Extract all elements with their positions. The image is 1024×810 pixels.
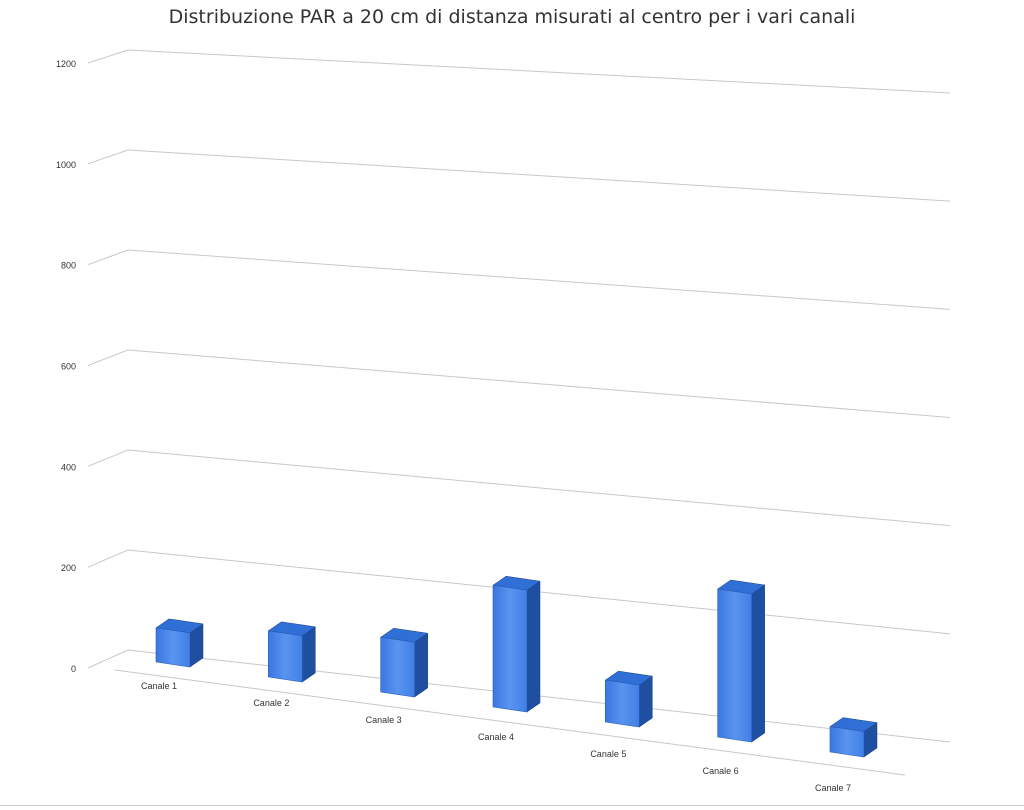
y-tick-label: 600 bbox=[61, 362, 76, 372]
x-category-label: Canale 3 bbox=[366, 715, 402, 725]
bar-5 bbox=[605, 679, 640, 728]
gridline bbox=[127, 349, 951, 418]
bar-2 bbox=[268, 630, 303, 683]
gridline bbox=[127, 449, 951, 527]
bar-side-4 bbox=[526, 580, 541, 713]
chart-title: Distribuzione PAR a 20 cm di distanza mi… bbox=[168, 6, 856, 28]
x-category-label: Canale 1 bbox=[141, 681, 177, 691]
bar-side-3 bbox=[414, 632, 428, 698]
gridline-side bbox=[87, 349, 129, 366]
x-category-label: Canale 7 bbox=[815, 783, 851, 793]
x-category-label: Canale 6 bbox=[703, 766, 739, 776]
gridline-side bbox=[87, 449, 129, 467]
gridline-side bbox=[87, 649, 129, 669]
bar-3 bbox=[380, 636, 415, 698]
x-axis-categories: Canale 1 Canale 2 Canale 3 Canale 4 Canale 5… bbox=[141, 681, 851, 793]
gridline bbox=[127, 249, 951, 310]
bar-1 bbox=[155, 627, 191, 668]
bar-side-2 bbox=[302, 626, 316, 683]
gridline-side bbox=[87, 49, 129, 64]
y-tick-label: 0 bbox=[71, 664, 76, 674]
bar-7 bbox=[829, 726, 865, 758]
x-category-label: Canale 2 bbox=[253, 698, 289, 708]
gridline-side bbox=[87, 249, 129, 266]
gridline-side bbox=[87, 149, 129, 165]
bar-6 bbox=[717, 588, 752, 743]
bar-side-6 bbox=[751, 584, 765, 743]
gridline bbox=[127, 149, 951, 202]
gridline bbox=[127, 49, 951, 94]
y-tick-label: 1000 bbox=[56, 160, 76, 170]
bars bbox=[155, 575, 878, 758]
y-tick-label: 400 bbox=[61, 462, 76, 472]
bottom-divider bbox=[0, 805, 1024, 806]
x-category-label: Canale 5 bbox=[590, 749, 626, 759]
y-tick-label: 800 bbox=[61, 261, 76, 271]
y-tick-label: 200 bbox=[61, 563, 76, 573]
gridline-side bbox=[87, 549, 129, 568]
x-category-label: Canale 4 bbox=[478, 732, 514, 742]
bar-4 bbox=[492, 584, 528, 713]
floor-edge bbox=[114, 669, 906, 776]
y-axis-ticks: 0 200 400 600 800 1000 1200 bbox=[56, 59, 76, 674]
y-tick-label: 1200 bbox=[56, 59, 76, 69]
